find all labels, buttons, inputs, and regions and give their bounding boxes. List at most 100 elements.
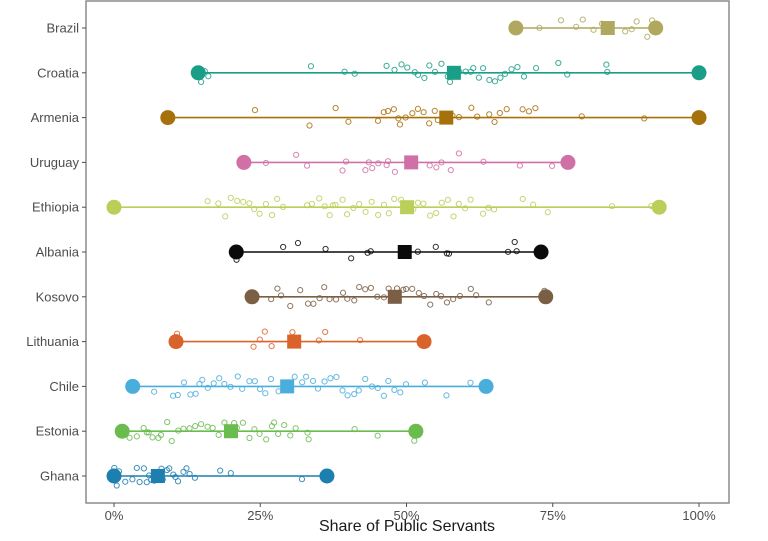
observation-point — [333, 373, 340, 381]
observation-point — [590, 26, 597, 33]
observation-point — [287, 432, 294, 439]
observation-point — [309, 377, 317, 385]
observation-point — [409, 110, 416, 117]
observation-point — [414, 105, 422, 112]
max-marker — [538, 289, 554, 305]
observation-point — [503, 106, 510, 113]
median-marker — [397, 245, 412, 259]
series-brazil — [508, 16, 664, 40]
observation-point — [426, 62, 433, 69]
y-tick-label: Ghana — [40, 469, 80, 484]
observation-point — [475, 74, 482, 81]
observation-point — [168, 437, 175, 445]
observation-point — [480, 158, 487, 165]
observation-point — [215, 431, 222, 439]
observation-point — [415, 289, 422, 297]
observation-point — [362, 286, 369, 293]
observation-point — [426, 162, 433, 169]
observation-point — [136, 478, 143, 486]
observation-point — [508, 66, 515, 73]
y-tick-label: Kosovo — [36, 289, 79, 304]
observation-point — [227, 470, 234, 477]
observation-point — [341, 68, 348, 75]
observation-point — [468, 104, 475, 111]
median-marker — [446, 65, 461, 80]
observation-point — [375, 160, 382, 167]
observation-point — [196, 380, 203, 388]
observation-point — [197, 421, 205, 428]
observation-point — [239, 419, 247, 426]
x-tick-label: 25% — [247, 508, 273, 523]
median-marker — [439, 110, 454, 125]
observation-point — [343, 211, 351, 218]
observation-point — [308, 200, 316, 207]
observation-point — [280, 243, 287, 251]
min-marker — [228, 244, 244, 260]
observation-point — [345, 118, 352, 125]
observation-point — [491, 118, 498, 126]
observation-point — [293, 151, 300, 158]
x-tick-label: 100% — [682, 508, 716, 523]
observation-point — [628, 26, 635, 33]
observation-point — [548, 162, 556, 170]
max-marker — [691, 110, 707, 126]
observation-point — [351, 70, 358, 77]
y-tick-label: Lithuania — [26, 334, 80, 349]
observation-point — [380, 201, 388, 208]
series-uruguay — [236, 150, 576, 175]
observation-point — [210, 380, 217, 387]
series-ghana — [106, 464, 335, 489]
observation-point — [486, 111, 493, 118]
observation-point — [511, 238, 518, 246]
observation-point — [281, 421, 288, 429]
max-marker — [408, 423, 424, 439]
observation-point — [151, 388, 158, 395]
observation-point — [420, 109, 427, 116]
observation-point — [473, 292, 480, 299]
observation-point — [186, 425, 193, 432]
observation-point — [294, 239, 302, 247]
observation-point — [544, 209, 551, 216]
observation-point — [344, 295, 351, 302]
observation-point — [420, 200, 427, 207]
observation-point — [174, 478, 182, 485]
x-tick-label: 75% — [540, 508, 566, 523]
observation-point — [183, 465, 190, 472]
observation-point — [355, 387, 362, 394]
observation-point — [644, 33, 651, 40]
series-ethiopia — [106, 194, 667, 220]
observation-point — [316, 295, 323, 302]
observation-point — [391, 168, 399, 175]
observation-point — [322, 245, 329, 253]
observation-point — [450, 296, 457, 303]
observation-point — [367, 248, 374, 255]
observation-point — [391, 66, 398, 73]
median-marker — [280, 379, 295, 394]
observation-point — [297, 287, 304, 294]
observation-point — [374, 293, 381, 300]
observation-point — [641, 115, 648, 122]
observation-point — [222, 213, 229, 220]
observation-point — [356, 283, 363, 291]
observation-point — [486, 76, 493, 84]
observation-point — [467, 196, 474, 203]
observation-point — [490, 206, 498, 213]
observation-point — [400, 286, 407, 293]
observation-point — [287, 302, 294, 310]
max-marker — [416, 334, 432, 350]
min-marker — [106, 199, 122, 215]
observation-point — [520, 73, 528, 80]
observation-point — [375, 211, 382, 219]
observation-point — [251, 206, 258, 213]
observation-point — [240, 198, 247, 205]
observation-point — [516, 162, 523, 169]
observation-point — [227, 194, 234, 202]
observation-point — [227, 383, 234, 390]
observation-point — [180, 425, 187, 432]
x-axis-title: Share of Public Servants — [319, 518, 495, 535]
observation-point — [321, 203, 328, 210]
series-estonia — [114, 418, 424, 445]
observation-point — [246, 200, 253, 207]
observation-point — [427, 212, 434, 219]
observation-point — [175, 427, 182, 434]
